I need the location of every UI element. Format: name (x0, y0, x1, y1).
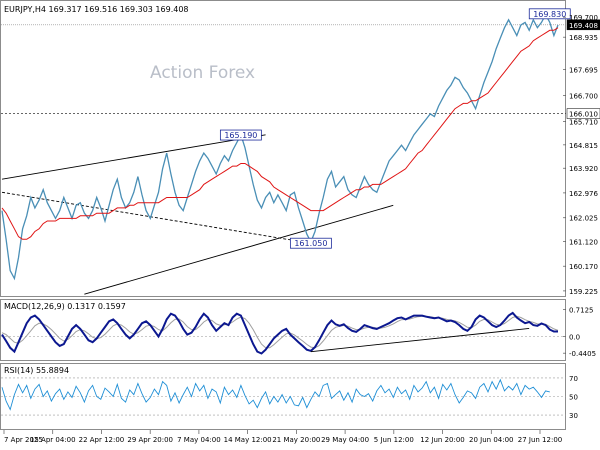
price-tag: 161.050 (289, 237, 332, 249)
price-tick-label: 160.170 (569, 263, 598, 271)
price-tag-label: 161.050 (294, 239, 327, 248)
price-tick-label: 168.935 (569, 34, 598, 42)
price-panel-frame (0, 0, 566, 297)
upper-channel-trendline (1, 134, 266, 180)
macd-signal-line (1, 315, 559, 349)
price-tick-label: 166.700 (569, 93, 598, 101)
price-tag: 165.190 (219, 129, 262, 141)
macd-trendline (310, 328, 530, 353)
price-tick-label: 167.695 (569, 67, 598, 75)
rsi-panel-header: RSI(14) 55.8894 (4, 366, 69, 375)
price-tag: 169.830 (528, 8, 571, 20)
level-tag-box (566, 108, 600, 119)
macd-panel-frame (0, 299, 566, 361)
time-tick-label: 7 Apr 2025 (4, 436, 43, 444)
price-tick-label: 164.815 (569, 142, 598, 150)
level-tag-label: 166.010 (569, 111, 598, 119)
time-tick-label: 29 Apr 20:00 (127, 436, 173, 444)
price-panel-header: EURJPY,H4 169.317 169.516 169.303 169.40… (4, 5, 189, 14)
rsi-line (1, 378, 550, 411)
time-tick-label: 22 Apr 12:00 (79, 436, 125, 444)
rising-support-trendline (84, 204, 394, 295)
price-tick-label: 159.225 (569, 288, 598, 296)
moving-average-line (1, 27, 559, 240)
macd-tick-label: 0.0 (569, 333, 580, 341)
current-price-tag-label: 169.408 (569, 22, 598, 30)
current-price-tag: 169.408 (566, 19, 600, 31)
time-tick-label: 27 Jun 12:00 (518, 436, 562, 444)
price-tick-label: 162.976 (569, 190, 598, 198)
rsi-tick-label: 30 (569, 412, 578, 420)
time-tick-label: 20 Jun 04:00 (469, 436, 513, 444)
time-tick-label: 14 May 12:00 (224, 436, 272, 444)
price-tick-label: 163.920 (569, 165, 598, 173)
rsi-y-axis: 70 50 30 (569, 375, 578, 420)
macd-line (1, 311, 558, 355)
price-annotations: 169.830 165.190 161.050 (219, 8, 571, 249)
time-tick-label: 12 Jun 20:00 (420, 436, 464, 444)
price-line (1, 13, 559, 281)
price-tag-box (289, 237, 332, 249)
price-tag-box (219, 129, 262, 141)
price-y-axis: 169.700 168.935 167.695 166.700 165.710 164.8… (563, 14, 600, 296)
price-tick-label: 162.025 (569, 215, 598, 223)
time-tick-label: 29 May 04:00 (321, 436, 369, 444)
rsi-tick-label: 70 (569, 375, 578, 383)
price-tag-box (528, 8, 571, 20)
price-reference-lines (1, 24, 566, 114)
rsi-tick-label: 50 (569, 394, 578, 402)
macd-tick-label: -0.4405 (569, 350, 596, 358)
macd-y-axis: 0.7125 0.0 -0.4405 (563, 306, 596, 358)
macd-tick-label: 0.7125 (569, 306, 594, 314)
price-trendlines (1, 134, 394, 295)
current-price-tag-box (566, 19, 600, 31)
price-tick-label: 161.120 (569, 238, 598, 246)
time-tick-label: 21 May 20:00 (272, 436, 320, 444)
price-tick-label: 165.710 (569, 118, 598, 126)
time-tick-label: 5 Jun 12:00 (374, 436, 414, 444)
price-tag-label: 169.830 (533, 10, 566, 19)
time-tick-label: 15 Apr 04:00 (30, 436, 76, 444)
macd-panel-header: MACD(12,26,9) 0.1317 0.1597 (4, 302, 126, 311)
watermark: Action Forex (150, 63, 255, 83)
price-tag-label: 165.190 (224, 131, 257, 140)
descending-trendline (1, 191, 311, 244)
price-tick-label: 169.700 (569, 14, 598, 22)
time-tick-label: 7 May 04:00 (177, 436, 221, 444)
level-tag: 166.010 (566, 108, 600, 119)
